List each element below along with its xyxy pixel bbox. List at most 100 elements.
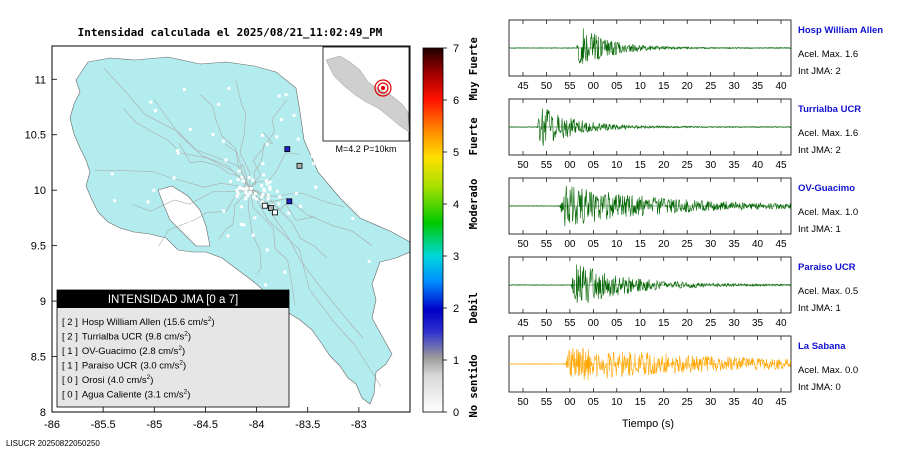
waveform-tick-label: 45 — [775, 397, 787, 408]
waveform-tick-label: 15 — [635, 397, 647, 408]
waveform-tick-label: 55 — [564, 318, 576, 329]
waveform-tick-label: 40 — [775, 81, 787, 92]
town-marker — [188, 127, 192, 131]
town-marker — [249, 187, 253, 190]
legend-item-code: [ 1 ] — [62, 361, 78, 372]
town-marker — [236, 178, 240, 182]
road-line — [249, 132, 274, 189]
map-y-tick-label: 8 — [40, 407, 46, 419]
town-marker — [153, 109, 157, 113]
scale-tick-label: 5 — [453, 147, 459, 159]
legend-item: [ 0 ] Agua Caliente (3.1 cm/s2) — [62, 389, 190, 401]
waveform-tick-label: 10 — [611, 160, 623, 171]
town-marker — [241, 179, 244, 183]
color-bar — [422, 47, 444, 413]
town-marker — [246, 194, 250, 198]
waveform-panel: 50 55 00 05 10 15 20 25 30 35 40 45 OV-Guacimo Acel. … — [508, 177, 858, 250]
waveform-tick-label: 00 — [588, 318, 600, 329]
station-marker — [284, 146, 291, 153]
waveform-tick-label: 10 — [611, 397, 623, 408]
waveform-tick-label: 30 — [729, 81, 741, 92]
town-marker — [268, 185, 272, 189]
footer-id: LISUCR 20250822050250 — [6, 439, 100, 448]
road-line — [249, 99, 288, 189]
legend-item: [ 2 ] Turrialba UCR (9.8 cm/s2) — [62, 331, 191, 343]
waveform-trace — [508, 185, 792, 227]
town-marker — [229, 179, 233, 183]
waveform-tick-label: 05 — [588, 397, 600, 408]
legend-item-code: [ 2 ] — [62, 332, 78, 343]
town-marker — [266, 193, 270, 197]
town-marker — [227, 86, 231, 90]
station-name: Hosp William Allen — [798, 25, 883, 36]
legend-item-value: 4.0 cm/s — [111, 375, 147, 386]
legend-item-code: [ 2 ] — [62, 317, 78, 328]
acel-max-label: Acel. Max. 1.6 — [798, 128, 858, 139]
waveform-tick-label: 00 — [564, 397, 576, 408]
town-markers — [110, 86, 396, 288]
scale-category-label: Moderado — [468, 179, 480, 230]
legend-item-paren-close: ) — [187, 390, 190, 401]
road-line — [122, 107, 251, 189]
town-marker — [222, 209, 226, 213]
town-marker — [224, 158, 228, 162]
town-marker — [292, 113, 296, 117]
waveform-tick-label: 50 — [517, 160, 529, 171]
town-marker — [262, 189, 266, 193]
waveform-tick-label: 10 — [635, 318, 647, 329]
map-x-tick-label: -83 — [351, 419, 367, 431]
town-marker — [238, 185, 242, 189]
road-line — [200, 94, 251, 189]
waveform-tick-label: 15 — [658, 81, 670, 92]
town-marker — [188, 221, 192, 225]
intensity-scale: 0 1 2 3 4 5 6 7 No sentido Debil Moderado Fuerte Mu… — [422, 37, 480, 419]
town-marker — [260, 200, 264, 204]
road-line — [218, 187, 251, 240]
town-marker — [268, 180, 272, 184]
legend-item-paren-close: ) — [183, 361, 186, 372]
map-y-tick-label: 9 — [40, 296, 46, 308]
legend-item-value: 3.0 cm/s — [143, 361, 179, 372]
map-y-tick-label: 10.5 — [25, 130, 46, 142]
town-marker — [245, 186, 249, 190]
waveform-tick-label: 55 — [541, 397, 553, 408]
town-marker — [261, 162, 265, 166]
town-marker — [260, 184, 264, 187]
waveform-tick-label: 35 — [752, 318, 764, 329]
town-marker — [152, 188, 156, 192]
town-marker — [314, 185, 318, 189]
town-marker — [251, 233, 255, 237]
waveform-tick-label: 00 — [564, 239, 576, 250]
road-line — [249, 152, 300, 189]
legend-item-value: 3.1 cm/s — [148, 390, 184, 401]
town-marker — [239, 222, 243, 226]
town-marker — [182, 88, 186, 92]
waveform-tick-label: 30 — [705, 397, 717, 408]
legend-item-paren-close: ) — [150, 375, 153, 386]
waveform-tick-label: 10 — [611, 239, 623, 250]
waveform-tick-label: 30 — [705, 239, 717, 250]
road-line — [249, 187, 373, 247]
waveform-tick-label: 00 — [588, 81, 600, 92]
waveform-tick-label: 50 — [541, 318, 553, 329]
town-marker — [260, 195, 264, 199]
legend-item: [ 2 ] Hosp William Allen (15.6 cm/s2) — [62, 316, 215, 328]
town-marker — [251, 178, 255, 182]
waveform-tick-label: 45 — [775, 160, 787, 171]
waveform-tick-label: 30 — [729, 318, 741, 329]
map-x-tick-label: -84.5 — [193, 419, 218, 431]
station-marker — [286, 198, 293, 205]
costa-rica-land — [69, 56, 410, 405]
road-line — [178, 143, 251, 189]
town-marker — [235, 188, 239, 192]
waveform-tick-label: 50 — [517, 397, 529, 408]
legend-item-superscript: 2 — [147, 374, 151, 381]
town-marker — [253, 216, 257, 220]
scale-category-label: No sentido — [468, 354, 480, 417]
legend-item-name: Hosp William Allen — [82, 317, 161, 328]
legend-item-paren-close: ) — [212, 317, 215, 328]
waveform-tick-label: 40 — [752, 397, 764, 408]
legend-item-name: Turrialba UCR — [82, 332, 142, 343]
road-line — [153, 99, 251, 189]
map-y-tick-label: 11 — [35, 74, 46, 86]
